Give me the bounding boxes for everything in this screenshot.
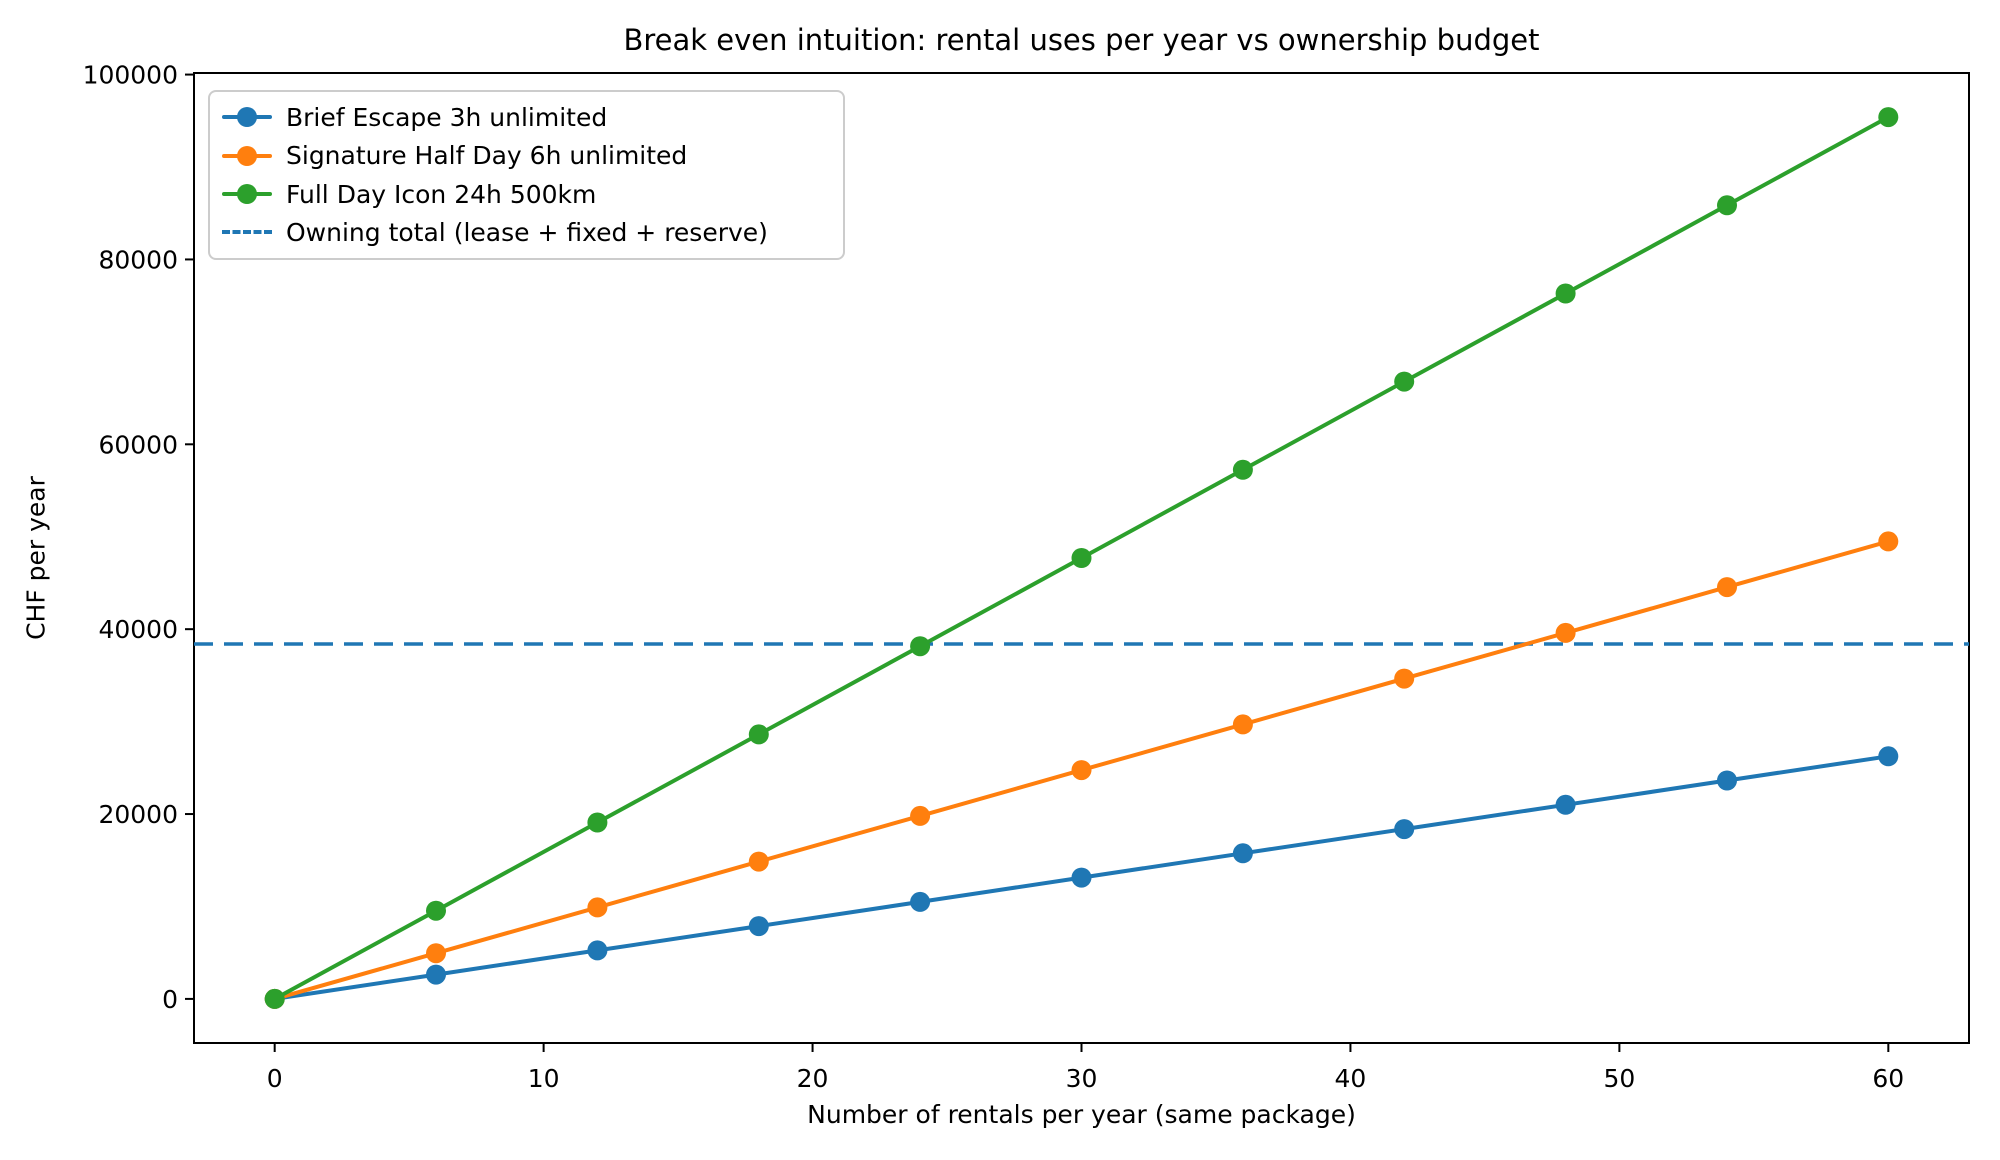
series-marker	[1394, 371, 1415, 392]
y-tick-label: 60000	[98, 430, 178, 459]
series-marker	[587, 940, 608, 961]
series-marker	[1232, 843, 1253, 864]
series-marker	[1878, 531, 1899, 552]
series-marker	[1555, 283, 1576, 304]
x-tick-label: 30	[1066, 1064, 1098, 1093]
series-marker	[910, 891, 931, 912]
series-marker	[748, 724, 769, 745]
series-marker	[1555, 794, 1576, 815]
x-tick-label: 60	[1872, 1064, 1904, 1093]
legend: Brief Escape 3h unlimited Signature Half …	[208, 90, 845, 260]
series-marker	[748, 851, 769, 872]
series-marker	[1232, 459, 1253, 480]
series-marker	[1394, 668, 1415, 689]
series-marker	[587, 812, 608, 833]
series-marker	[1071, 867, 1092, 888]
x-tick-label: 40	[1335, 1064, 1367, 1093]
y-tick-label: 0	[162, 985, 178, 1014]
x-tick-label: 50	[1603, 1064, 1635, 1093]
legend-item: Signature Half Day 6h unlimited	[222, 141, 833, 170]
series-marker	[1394, 819, 1415, 840]
series-marker	[1071, 548, 1092, 568]
x-axis-label: Number of rentals per year (same package…	[807, 1100, 1356, 1129]
legend-item: Full Day Icon 24h 500km	[222, 180, 833, 209]
x-tick-label: 0	[267, 1064, 283, 1093]
series-marker	[1071, 760, 1092, 781]
x-tick-label: 10	[528, 1064, 560, 1093]
legend-label: Full Day Icon 24h 500km	[286, 179, 597, 209]
series-marker	[1717, 770, 1737, 791]
series-marker	[426, 964, 446, 985]
y-tick-label: 40000	[98, 615, 178, 644]
dashed-line-icon	[222, 229, 272, 234]
series-marker	[264, 988, 285, 1009]
legend-line-marker-sample	[222, 106, 272, 128]
marker-dot-icon	[237, 145, 257, 166]
legend-label: Signature Half Day 6h unlimited	[286, 141, 688, 171]
y-tick-label: 20000	[98, 800, 178, 829]
series-marker	[910, 805, 931, 826]
series-marker	[1878, 746, 1899, 767]
legend-item: Brief Escape 3h unlimited	[222, 103, 833, 132]
series-marker	[587, 897, 608, 918]
legend-label: Owning total (lease + fixed + reserve)	[286, 218, 768, 248]
series-marker	[1232, 714, 1253, 735]
series-marker	[1717, 577, 1737, 598]
legend-item: Owning total (lease + fixed + reserve)	[222, 218, 833, 247]
y-tick-label: 100000	[83, 61, 178, 90]
y-axis-label: CHF per year	[21, 476, 51, 640]
legend-label: Brief Escape 3h unlimited	[286, 102, 608, 132]
series-marker	[426, 900, 446, 921]
marker-dot-icon	[237, 107, 257, 128]
series-marker	[910, 636, 931, 657]
series-marker	[1555, 622, 1576, 643]
x-tick-label: 20	[797, 1064, 829, 1093]
y-tick-label: 80000	[98, 245, 178, 274]
marker-dot-icon	[237, 184, 257, 205]
legend-dashed-line-sample	[222, 222, 272, 244]
chart-title: Break even intuition: rental uses per ye…	[623, 23, 1540, 57]
legend-line-marker-sample	[222, 145, 272, 167]
series-marker	[1717, 195, 1737, 216]
series-marker	[1878, 107, 1899, 128]
legend-line-marker-sample	[222, 183, 272, 205]
series-marker	[426, 943, 446, 964]
series-marker	[748, 916, 769, 937]
